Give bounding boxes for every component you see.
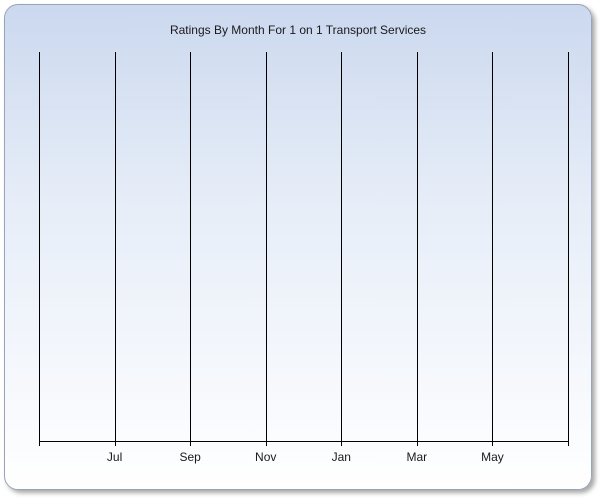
- x-tick-label: Nov: [255, 450, 276, 464]
- x-axis: [39, 441, 569, 446]
- x-tick-labels: Jul Sep Nov Jan Mar May: [107, 450, 504, 464]
- x-tick-label: Sep: [179, 450, 201, 464]
- x-tick-label: May: [481, 450, 504, 464]
- x-tick-label: Jul: [107, 450, 122, 464]
- x-tick-label: Jan: [332, 450, 351, 464]
- grid-lines: [39, 52, 569, 441]
- chart-frame: Ratings By Month For 1 on 1 Transport Se…: [4, 4, 592, 490]
- chart-title: Ratings By Month For 1 on 1 Transport Se…: [169, 23, 427, 37]
- chart-plot-area: Jul Sep Nov Jan Mar May: [39, 52, 569, 464]
- x-tick-label: Mar: [407, 450, 428, 464]
